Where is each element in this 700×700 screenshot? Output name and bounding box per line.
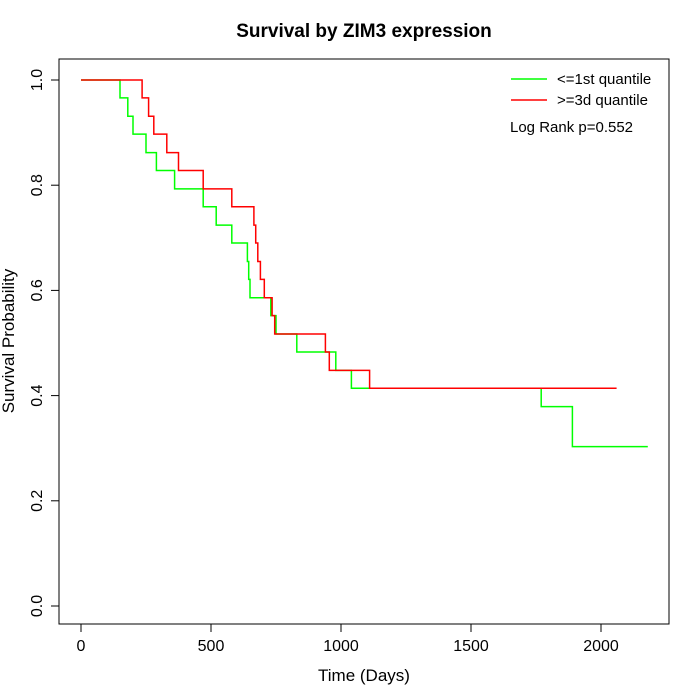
y-tick-label-0: 0.0 [29, 595, 46, 617]
y-tick-label-2: 0.4 [29, 384, 46, 406]
x-axis: 0 500 1000 1500 2000 [77, 624, 619, 655]
legend: <=1st quantile >=3d quantile [511, 71, 651, 109]
plot-frame [58, 58, 670, 625]
x-tick-label-2: 1000 [323, 638, 359, 655]
series-line-high-quantile [81, 79, 617, 389]
x-tick-label-1: 500 [198, 638, 225, 655]
y-tick-label-1: 0.2 [29, 490, 46, 512]
x-axis-label: Time (Days) [318, 666, 410, 685]
x-tick-label-0: 0 [77, 638, 86, 655]
y-tick-label-3: 0.6 [29, 279, 46, 301]
y-axis: 0.0 0.2 0.4 0.6 0.8 1.0 [29, 69, 59, 617]
y-tick-label-4: 0.8 [29, 174, 46, 196]
chart-title: Survival by ZIM3 expression [236, 21, 492, 42]
series-layer [81, 79, 648, 448]
x-tick-label-4: 2000 [583, 638, 619, 655]
y-axis-label: Survival Probability [0, 268, 18, 413]
log-rank-annotation: Log Rank p=0.552 [510, 119, 633, 136]
x-tick-label-3: 1500 [453, 638, 489, 655]
y-tick-label-5: 1.0 [29, 69, 46, 91]
legend-label-high: >=3d quantile [557, 92, 648, 109]
legend-label-low: <=1st quantile [557, 71, 651, 88]
